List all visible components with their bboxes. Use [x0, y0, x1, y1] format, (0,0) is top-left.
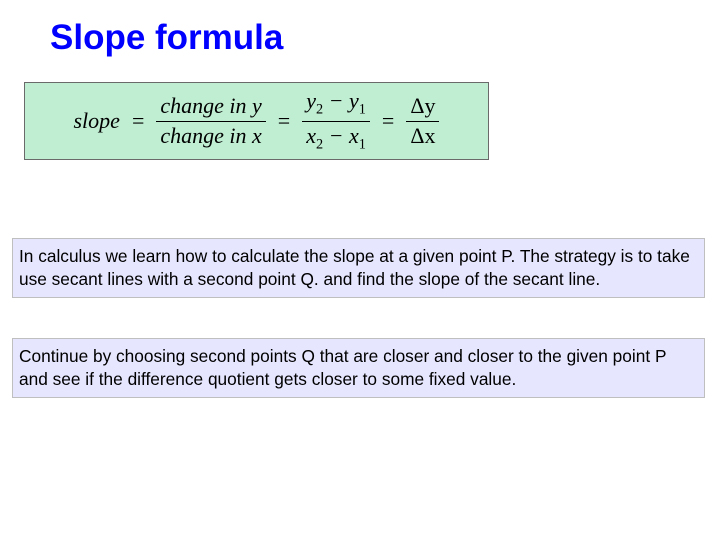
x1-var: x: [349, 123, 359, 148]
y1-var: y: [349, 88, 359, 113]
frac1-den: change in x: [156, 122, 265, 148]
delta-y: Δy: [406, 94, 439, 120]
slope-formula: slope = change in y change in x = y2 − y…: [74, 89, 440, 152]
y1-sub: 1: [359, 102, 366, 118]
minus-num: −: [323, 88, 349, 113]
x2-var: x: [306, 123, 316, 148]
slide-title: Slope formula: [50, 18, 283, 58]
fraction-points: y2 − y1 x2 − x1: [302, 89, 370, 152]
fraction-delta: Δy Δx: [406, 94, 439, 147]
frac2-den: x2 − x1: [302, 122, 370, 153]
y2-var: y: [306, 88, 316, 113]
equals-3: =: [380, 108, 396, 134]
fraction-change: change in y change in x: [156, 94, 265, 147]
paragraph-1: In calculus we learn how to calculate th…: [12, 238, 705, 298]
minus-den: −: [323, 123, 349, 148]
frac2-num: y2 − y1: [302, 89, 370, 120]
frac1-num: change in y: [156, 94, 265, 120]
x1-sub: 1: [359, 136, 366, 152]
paragraph-2: Continue by choosing second points Q tha…: [12, 338, 705, 398]
delta-x: Δx: [406, 122, 439, 148]
slope-formula-box: slope = change in y change in x = y2 − y…: [24, 82, 489, 160]
equals-1: =: [130, 108, 146, 134]
slope-label: slope: [74, 108, 120, 134]
equals-2: =: [276, 108, 292, 134]
slide: Slope formula slope = change in y change…: [0, 0, 720, 540]
